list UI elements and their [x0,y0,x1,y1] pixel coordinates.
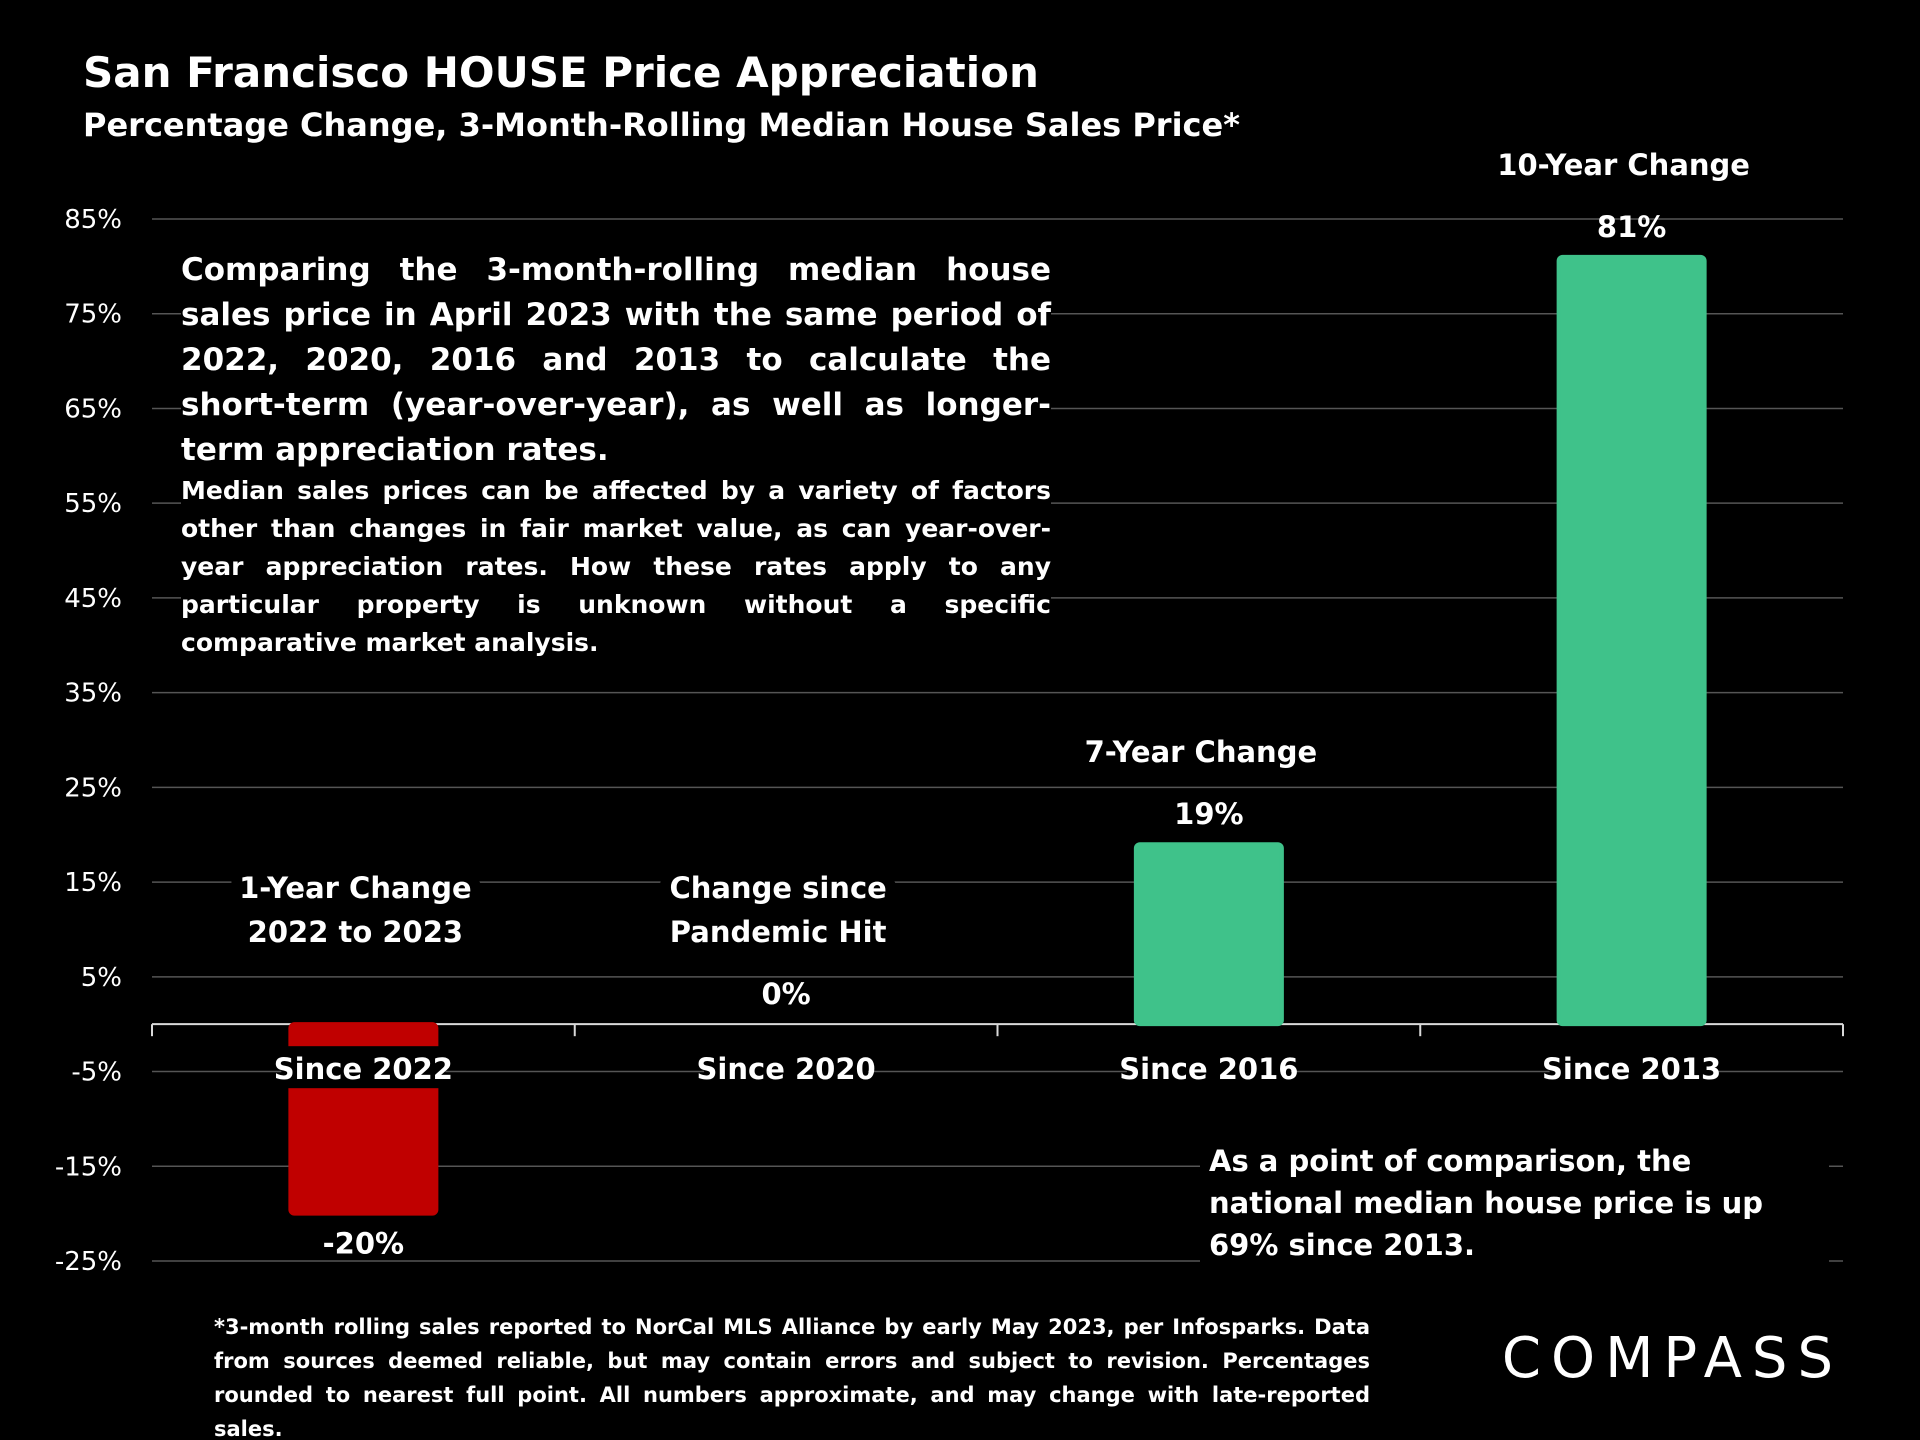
bar [1133,842,1284,1027]
y-tick-label: 5% [81,963,122,993]
group-label: Pandemic Hit [670,915,887,949]
value-label: 19% [1174,797,1243,831]
x-label-bg [704,1046,869,1089]
value-label: 81% [1597,210,1666,244]
y-tick-label: 15% [64,868,122,898]
y-tick-label: 45% [64,584,122,614]
group-label: Change since [669,871,886,905]
y-tick-label: 65% [64,394,122,424]
y-tick-label: 55% [64,489,122,519]
value-label: 0% [762,977,811,1011]
x-tick-label: Since 2013 [1542,1052,1721,1086]
annotation: Comparing the 3-month-rolling median hou… [181,248,1051,473]
chart-subtitle: Percentage Change, 3-Month-Rolling Media… [83,106,1240,144]
y-tick-label: 85% [64,205,122,235]
x-label-bg [1126,1046,1291,1089]
chart-title: San Francisco HOUSE Price Appreciation [83,48,1039,97]
y-tick-label: 35% [64,679,122,709]
y-tick-label: -5% [71,1058,122,1088]
group-label: 10-Year Change [1497,148,1750,182]
y-tick-label: 25% [64,773,122,803]
y-tick-label: -15% [55,1152,122,1182]
group-label: 7-Year Change [1085,735,1318,769]
x-tick-label: Since 2016 [1119,1052,1298,1086]
y-tick-label: 75% [64,300,122,330]
x-tick-label: Since 2020 [697,1052,876,1086]
logo: COMPASS [1502,1326,1843,1391]
x-label-bg [281,1046,446,1089]
x-label-bg [1549,1046,1714,1089]
group-label: 1-Year Change [239,871,472,905]
bar [1556,254,1707,1027]
annotation: As a point of comparison, the national m… [1200,1140,1829,1266]
x-tick-label: Since 2022 [274,1052,453,1086]
y-tick-label: -25% [55,1247,122,1277]
footnote: *3-month rolling sales reported to NorCa… [214,1310,1370,1440]
annotation: Median sales prices can be affected by a… [181,472,1051,662]
group-label: 2022 to 2023 [248,915,463,949]
value-label: -20% [323,1227,404,1261]
